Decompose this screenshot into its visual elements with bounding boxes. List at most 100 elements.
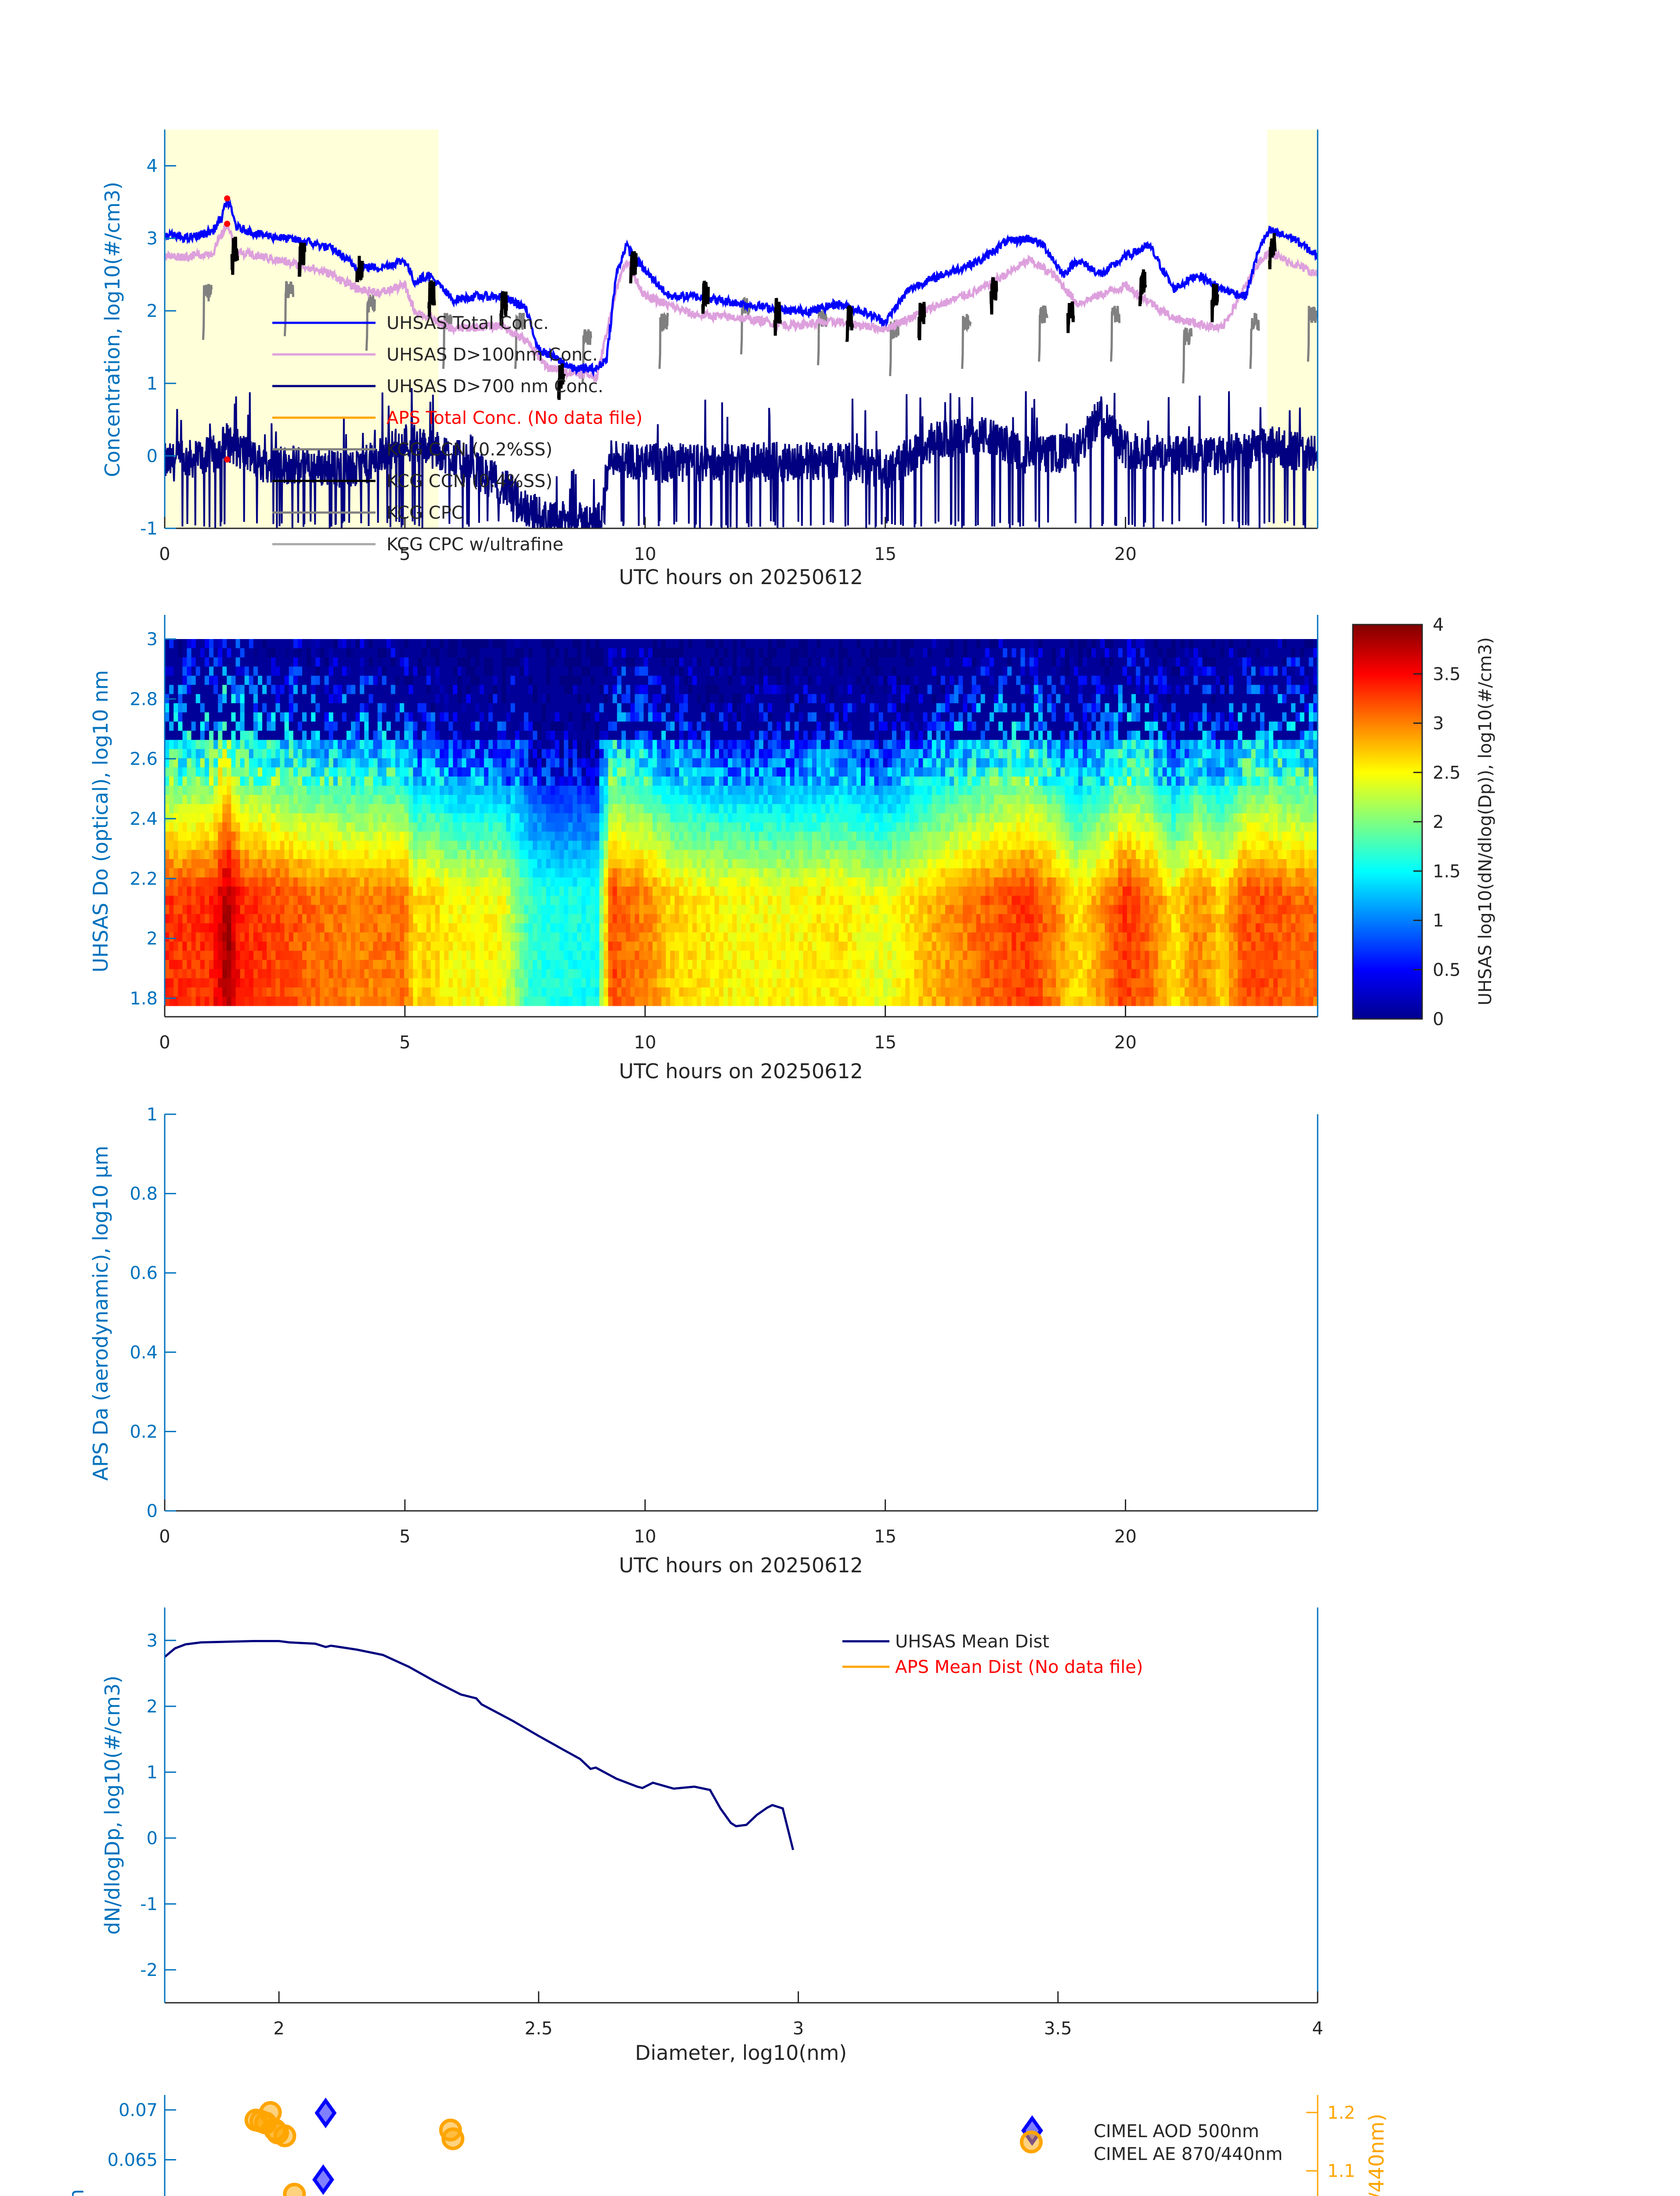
heatmap-cell <box>608 721 613 731</box>
heatmap-cell <box>182 749 188 758</box>
heatmap-cell <box>537 960 542 970</box>
heatmap-cell <box>333 786 338 795</box>
heatmap-cell <box>235 978 241 988</box>
heatmap-cell <box>643 987 649 997</box>
heatmap-cell <box>705 822 711 832</box>
heatmap-cell <box>195 657 201 667</box>
heatmap-cell <box>315 639 320 649</box>
heatmap-cell <box>240 758 245 768</box>
heatmap-cell <box>444 804 449 814</box>
heatmap-cell <box>222 950 227 961</box>
heatmap-cell <box>475 960 480 970</box>
heatmap-cell <box>528 767 533 777</box>
heatmap-cell <box>466 639 471 649</box>
heatmap-cell <box>688 657 693 667</box>
heatmap-cell <box>510 960 516 970</box>
heatmap-cell <box>444 850 449 860</box>
heatmap-cell <box>515 804 520 814</box>
heatmap-cell <box>382 822 387 832</box>
heatmap-cell <box>444 777 449 786</box>
series-ccn-04-burst <box>1268 233 1277 270</box>
heatmap-cell <box>524 694 529 704</box>
heatmap-cell <box>550 896 556 905</box>
heatmap-cell <box>280 675 285 685</box>
heatmap-cell <box>608 795 613 805</box>
heatmap-cell <box>546 905 551 914</box>
heatmap-cell <box>426 777 431 786</box>
heatmap-cell <box>187 777 192 786</box>
heatmap-cell <box>333 905 338 914</box>
heatmap-cell <box>324 657 329 667</box>
heatmap-cell <box>515 813 520 823</box>
heatmap-cell <box>382 896 387 905</box>
heatmap-cell <box>661 822 666 832</box>
heatmap-cell <box>697 831 702 841</box>
heatmap-cell <box>249 767 254 777</box>
heatmap-cell <box>648 721 653 731</box>
legend-label: KCG CCN (0.2%SS) <box>387 440 553 460</box>
heatmap-cell <box>165 950 170 961</box>
heatmap-cell <box>440 758 444 768</box>
heatmap-cell <box>169 896 174 905</box>
heatmap-cell <box>586 703 591 713</box>
heatmap-cell <box>231 987 236 997</box>
heatmap-cell <box>369 666 374 676</box>
heatmap-cell <box>675 795 679 805</box>
heatmap-cell <box>360 804 365 814</box>
heatmap-cell <box>479 914 484 924</box>
heatmap-cell <box>240 896 245 905</box>
heatmap-cell <box>377 666 383 676</box>
heatmap-cell <box>670 777 675 786</box>
heatmap-cell <box>231 850 236 860</box>
heatmap-cell <box>244 685 249 694</box>
heatmap-cell <box>603 675 609 685</box>
heatmap-cell <box>453 685 458 694</box>
heatmap-cell <box>395 685 400 694</box>
heatmap-cell <box>390 997 396 1006</box>
heatmap-cell <box>280 730 285 740</box>
heatmap-cell <box>346 777 351 786</box>
heatmap-cell <box>688 786 693 795</box>
heatmap-cell <box>524 749 529 758</box>
heatmap-cell <box>639 877 644 887</box>
heatmap-cell <box>222 804 227 814</box>
heatmap-cell <box>231 997 236 1006</box>
heatmap-cell <box>404 795 409 805</box>
heatmap-cell <box>683 905 688 914</box>
heatmap-cell <box>231 685 236 694</box>
heatmap-cell <box>577 859 582 869</box>
heatmap-cell <box>165 978 170 988</box>
heatmap-cell <box>559 758 564 768</box>
heatmap-cell <box>187 795 192 805</box>
heatmap-cell <box>639 822 644 832</box>
heatmap-cell <box>546 813 551 823</box>
heatmap-cell <box>307 795 311 805</box>
heatmap-cell <box>267 721 271 731</box>
heatmap-cell <box>320 822 325 832</box>
heatmap-cell <box>475 675 480 685</box>
heatmap-cell <box>630 685 635 694</box>
heatmap-cell <box>324 923 329 933</box>
heatmap-cell <box>267 685 271 694</box>
heatmap-cell <box>661 749 666 758</box>
heatmap-cell <box>377 987 383 997</box>
heatmap-cell <box>528 960 533 970</box>
heatmap-cell <box>302 730 307 740</box>
heatmap-cell <box>297 666 303 676</box>
heatmap-cell <box>484 795 489 805</box>
heatmap-cell <box>542 666 546 676</box>
heatmap-cell <box>448 749 453 758</box>
heatmap-cell <box>612 841 618 850</box>
heatmap-cell <box>249 703 254 713</box>
heatmap-cell <box>165 941 170 951</box>
x-tick-label: 5 <box>399 544 410 564</box>
heatmap-cell <box>178 841 183 850</box>
heatmap-cell <box>692 950 697 961</box>
heatmap-cell <box>506 648 511 658</box>
heatmap-cell <box>342 694 347 704</box>
heatmap-cell <box>617 657 622 667</box>
heatmap-cell <box>351 804 356 814</box>
heatmap-cell <box>200 694 205 704</box>
heatmap-cell <box>284 758 289 768</box>
heatmap-cell <box>572 804 578 814</box>
